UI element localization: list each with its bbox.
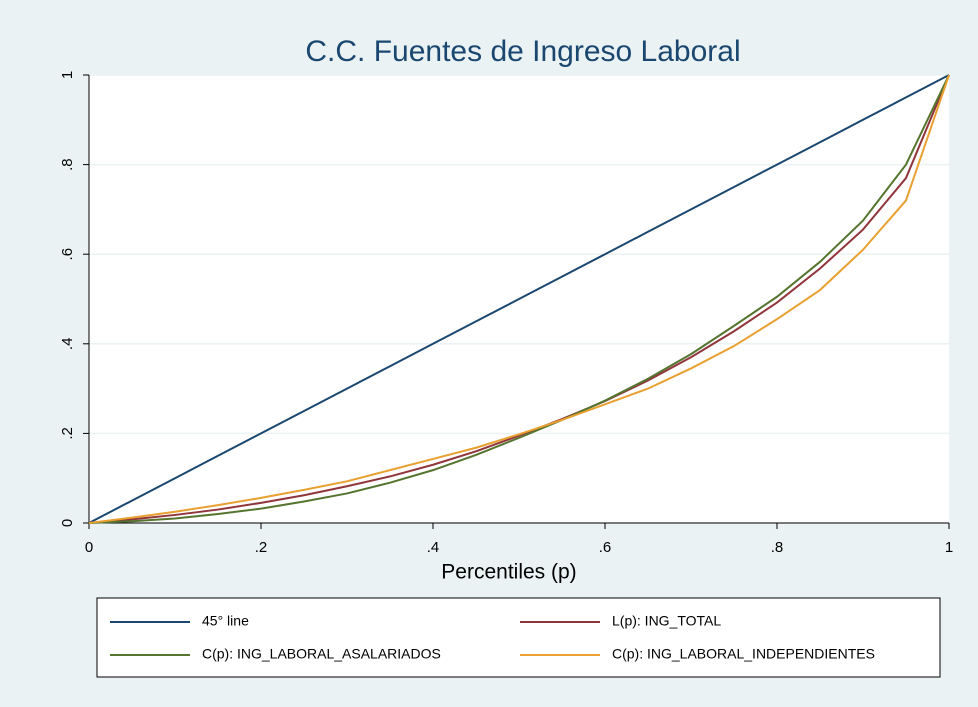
y-tick-label: .4: [59, 338, 76, 351]
x-tick-label: .4: [427, 539, 440, 556]
y-tick-label: .2: [59, 427, 76, 440]
legend-box: [96, 597, 941, 678]
series-line: [88, 74, 950, 524]
x-axis-title: Percentiles (p): [441, 561, 576, 584]
y-tick-label: .6: [59, 248, 76, 261]
legend-label: C(p): ING_LABORAL_ASALARIADOS: [202, 646, 441, 662]
x-tick-label: .2: [255, 539, 268, 556]
chart-title: C.C. Fuentes de Ingreso Laboral: [305, 35, 740, 68]
series-line: [88, 74, 950, 524]
series-line: [88, 74, 950, 524]
legend-label: 45° line: [202, 613, 249, 629]
y-tick-label: 1: [59, 71, 76, 79]
y-tick-label: 0: [59, 519, 76, 527]
x-tick-label: .8: [771, 539, 784, 556]
x-tick-label: 1: [945, 539, 953, 556]
y-tick-label: .8: [59, 158, 76, 171]
legend-label: C(p): ING_LABORAL_INDEPENDIENTES: [612, 646, 875, 662]
series-line: [88, 74, 950, 524]
legend-label: L(p): ING_TOTAL: [612, 613, 721, 629]
x-tick-label: .6: [599, 539, 612, 556]
x-tick-label: 0: [85, 539, 93, 556]
